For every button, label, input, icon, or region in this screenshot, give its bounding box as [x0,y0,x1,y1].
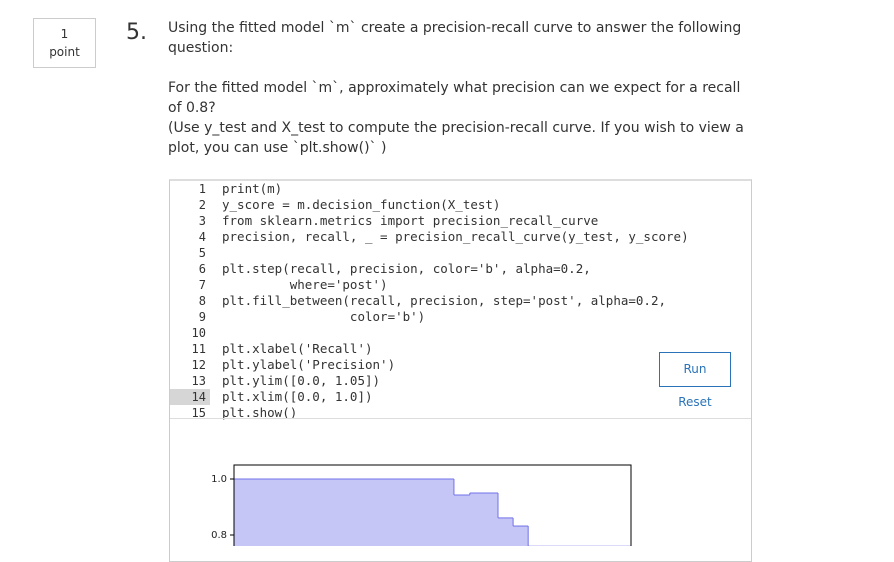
line-number: 15 [191,406,206,420]
plot: 1.0 0.8 [211,464,632,546]
question-prompt: Using the fitted model `m` create a prec… [168,20,742,56]
line-number: 7 [198,278,206,292]
code-line: plt.fill_between(recall, precision, step… [222,293,667,308]
code-line [222,245,689,261]
line-number: 2 [198,198,206,212]
question-hint: (Use y_test and X_test to compute the pr… [168,120,744,156]
line-number: 1 [198,182,206,196]
separator [170,418,751,419]
y-tick-label: 1.0 [211,474,227,485]
code-line: plt.show() [222,405,298,420]
code-line: plt.xlim([0.0, 1.0]) [222,389,373,404]
code-line: color='b') [222,309,426,324]
code-editor[interactable]: 1 2 3 4 5 6 7 8 9 10 11 12 13 14 15 print(m) y_score = … [169,179,752,562]
line-number: 13 [191,374,206,388]
code-line: where='post') [222,277,388,292]
code-line [222,325,689,341]
plot-frame [233,464,632,546]
code-line: print(m) [222,181,283,196]
reset-link[interactable]: Reset [678,395,712,409]
run-button[interactable]: Run [659,352,731,387]
area [234,479,529,546]
line-number: 11 [191,342,206,356]
y-tick-label: 0.8 [211,530,227,541]
line-number: 4 [198,230,206,244]
code-line: from sklearn.metrics import precision_re… [222,213,599,228]
code-line: plt.xlabel('Recall') [222,341,373,356]
line-number: 10 [191,326,206,340]
question-ask: For the fitted model `m`, approximately … [168,80,741,116]
code-line: plt.ylabel('Precision') [222,357,396,372]
page: 1 point 5. Using the fitted model `m` cr… [33,18,752,562]
code-line: y_score = m.decision_function(X_test) [222,197,501,212]
question-number: 5. [126,20,147,45]
points-label: point [49,45,80,59]
code-line: plt.ylim([0.0, 1.05]) [222,373,381,388]
line-number: 6 [198,262,206,276]
points-value: 1 [60,27,69,41]
line-number: 14 [170,389,210,405]
line-number: 3 [198,214,206,228]
line-number: 5 [198,246,206,260]
gutter: 1 2 3 4 5 6 7 8 9 10 11 12 13 14 15 [170,181,210,421]
points-box: 1 point [33,18,96,68]
line-number: 9 [198,310,206,324]
line-number: 12 [191,358,206,372]
line-number: 8 [198,294,206,308]
code-line: precision, recall, _ = precision_recall_… [222,229,689,244]
code-line: plt.step(recall, precision, color='b', a… [222,261,591,276]
code[interactable]: print(m) y_score = m.decision_function(X_… [222,181,689,421]
